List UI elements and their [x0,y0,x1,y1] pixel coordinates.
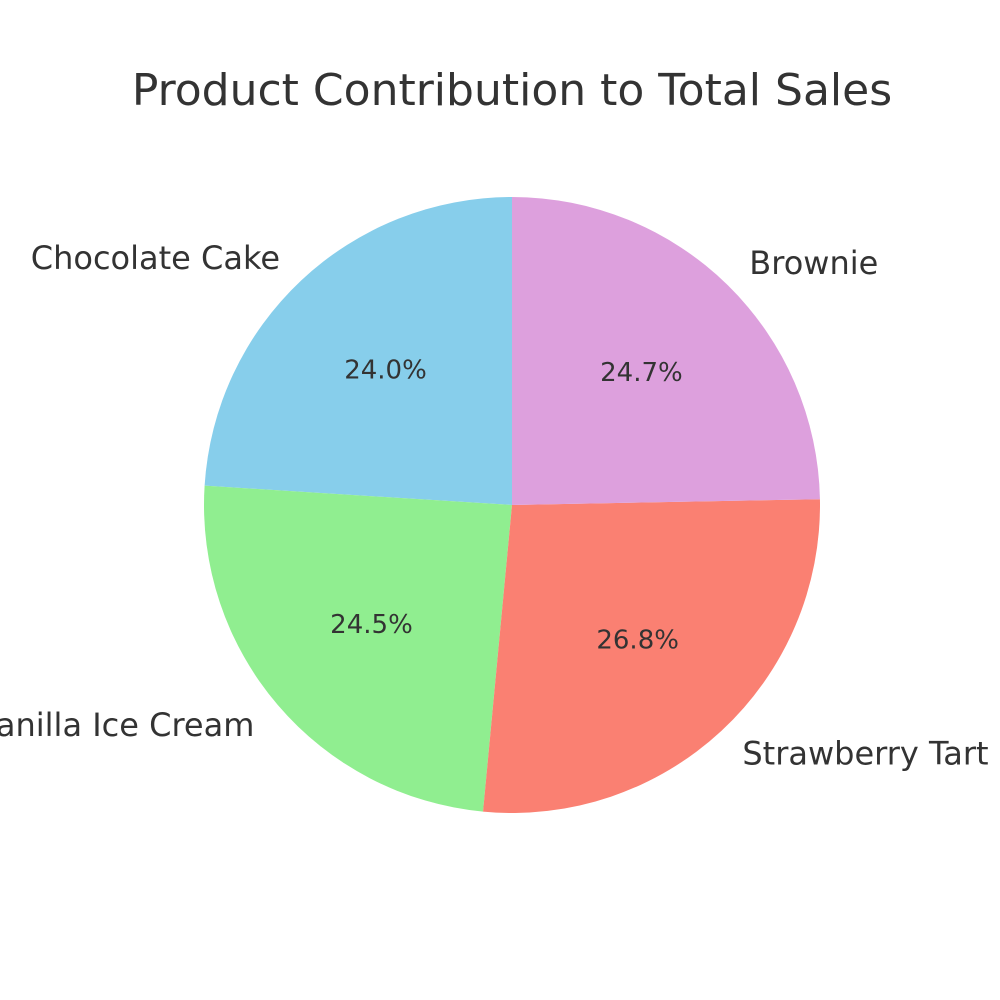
slice-label-vanilla-ice-cream: Vanilla Ice Cream [0,706,254,744]
slice-label-chocolate-cake: Chocolate Cake [31,239,280,277]
pie-slices [204,196,821,813]
pct-label-vanilla-ice-cream: 24.5% [330,610,413,640]
pie-slice-chocolate-cake [204,197,512,505]
chart-title: Product Contribution to Total Sales [132,65,892,116]
pct-label-chocolate-cake: 24.0% [344,355,427,385]
pie-slice-brownie [512,196,820,505]
pie-labels: Chocolate Cake 24.0% Vanilla Ice Cream 24.5… [0,239,989,772]
slice-label-strawberry-tart: Strawberry Tart [742,734,988,772]
pct-label-brownie: 24.7% [600,358,683,388]
pct-label-strawberry-tart: 26.8% [596,626,679,656]
slice-label-brownie: Brownie [749,244,878,282]
pie-slice-vanilla-ice-cream [204,485,512,812]
pie-slice-strawberry-tart [483,499,821,813]
